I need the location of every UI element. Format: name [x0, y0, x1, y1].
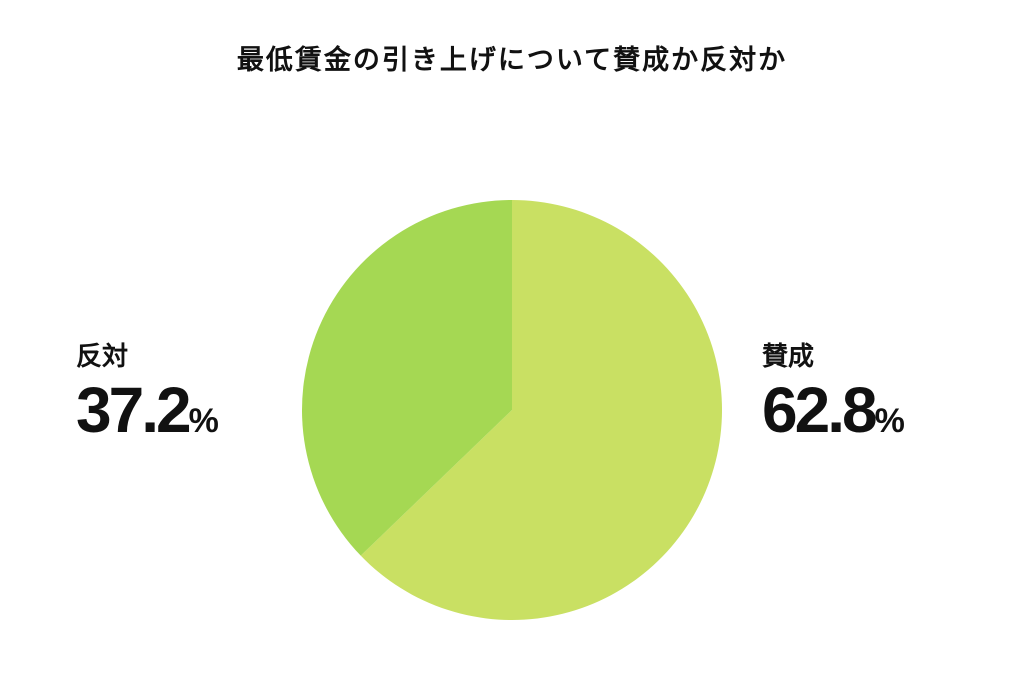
- pie-slice-0: [360, 200, 723, 620]
- pie-slice-1: [302, 200, 512, 556]
- slice-label: 反対: [76, 342, 129, 372]
- slice-value: 62.8: [762, 374, 878, 446]
- chart-title: 最低賃金の引き上げについて賛成か反対か: [236, 45, 788, 76]
- slice-unit: %: [188, 402, 219, 440]
- label-support: 賛成 62.8%: [762, 336, 905, 447]
- slice-unit: %: [874, 402, 905, 440]
- slice-label: 賛成: [762, 342, 815, 372]
- slice-value: 37.2: [76, 374, 192, 446]
- label-oppose: 反対 37.2%: [76, 336, 219, 447]
